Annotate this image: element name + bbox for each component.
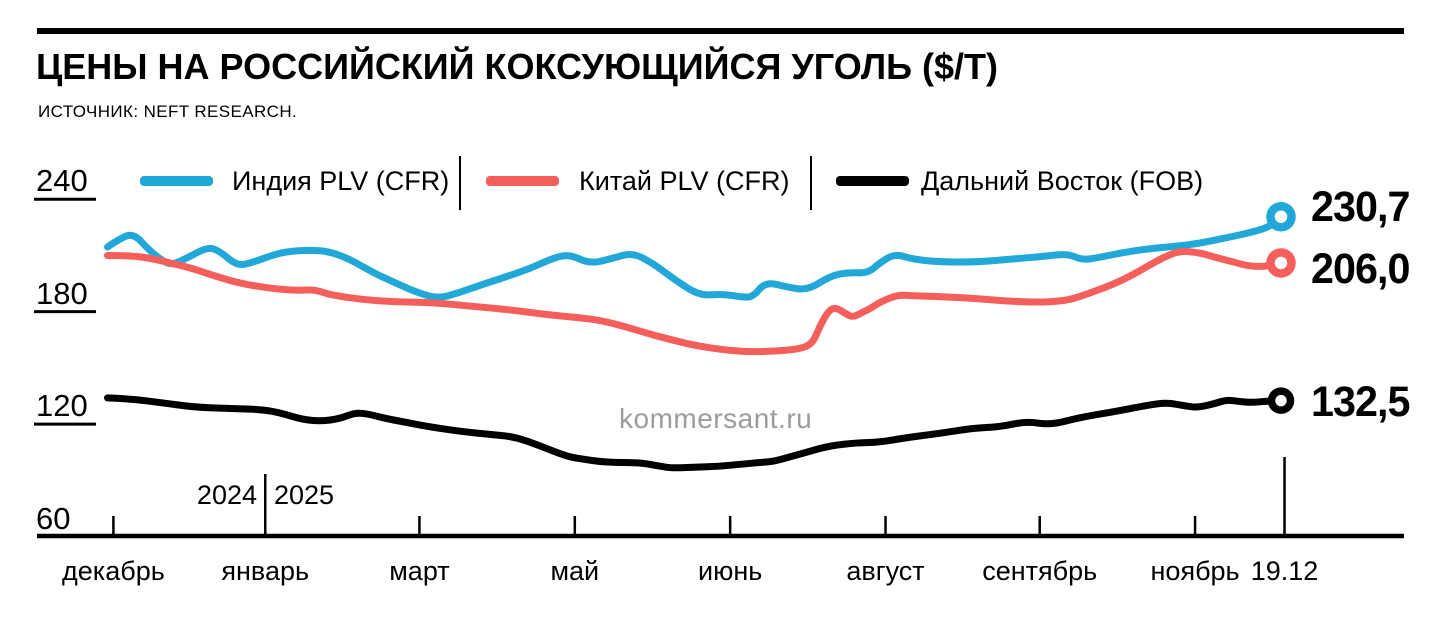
y-tick-label-120: 120 — [36, 388, 88, 424]
legend-swatch-india — [140, 176, 213, 186]
series-line-1 — [104, 248, 1285, 356]
end-marker-0 — [1266, 201, 1296, 232]
source-label: ИСТОЧНИК: NEFT RESEARCH. — [38, 102, 298, 121]
y-tick-label-240: 240 — [36, 163, 88, 199]
legend-divider — [810, 156, 812, 210]
legend-label-india: Индия PLV (CFR) — [232, 166, 450, 196]
chart-title: ЦЕНЫ НА РОССИЙСКИЙ КОКСУЮЩИЙСЯ УГОЛЬ ($/… — [36, 46, 998, 87]
x-tick-label-январь: январь — [221, 556, 310, 586]
y-tick-label-60: 60 — [36, 500, 71, 536]
series-line-0 — [104, 213, 1285, 301]
legend-swatch-china — [486, 176, 559, 186]
x-tick-label-август: август — [846, 556, 925, 586]
end-value-china: 206,0 — [1311, 245, 1410, 293]
end-value-india: 230,7 — [1311, 183, 1410, 231]
x-tick-label-март: март — [389, 556, 450, 586]
year-label-2025: 2025 — [274, 480, 335, 510]
top-rule — [37, 28, 1404, 34]
legend-label-china: Китай PLV (CFR) — [579, 166, 790, 196]
end-value-far-east: 132,5 — [1311, 378, 1410, 426]
end-marker-2 — [1267, 387, 1295, 414]
x-tick-label-июнь: июнь — [698, 556, 763, 586]
legend-label-far-east: Дальний Восток (FOB) — [921, 166, 1204, 196]
watermark: kommersant.ru — [619, 403, 813, 434]
x-tick-label-май: май — [550, 556, 600, 586]
y-tick-label-180: 180 — [36, 275, 88, 311]
year-label-2024: 2024 — [196, 480, 257, 510]
series-line-2 — [104, 394, 1285, 472]
x-tick-label-19.12: 19.12 — [1250, 556, 1319, 586]
legend-swatch-far-east — [836, 176, 909, 186]
legend-divider — [459, 156, 461, 210]
x-tick-label-ноябрь: ноябрь — [1150, 556, 1240, 586]
x-tick-label-сентябрь: сентябрь — [982, 556, 1098, 586]
end-marker-1 — [1266, 248, 1296, 278]
x-tick-label-декабрь: декабрь — [62, 556, 165, 586]
